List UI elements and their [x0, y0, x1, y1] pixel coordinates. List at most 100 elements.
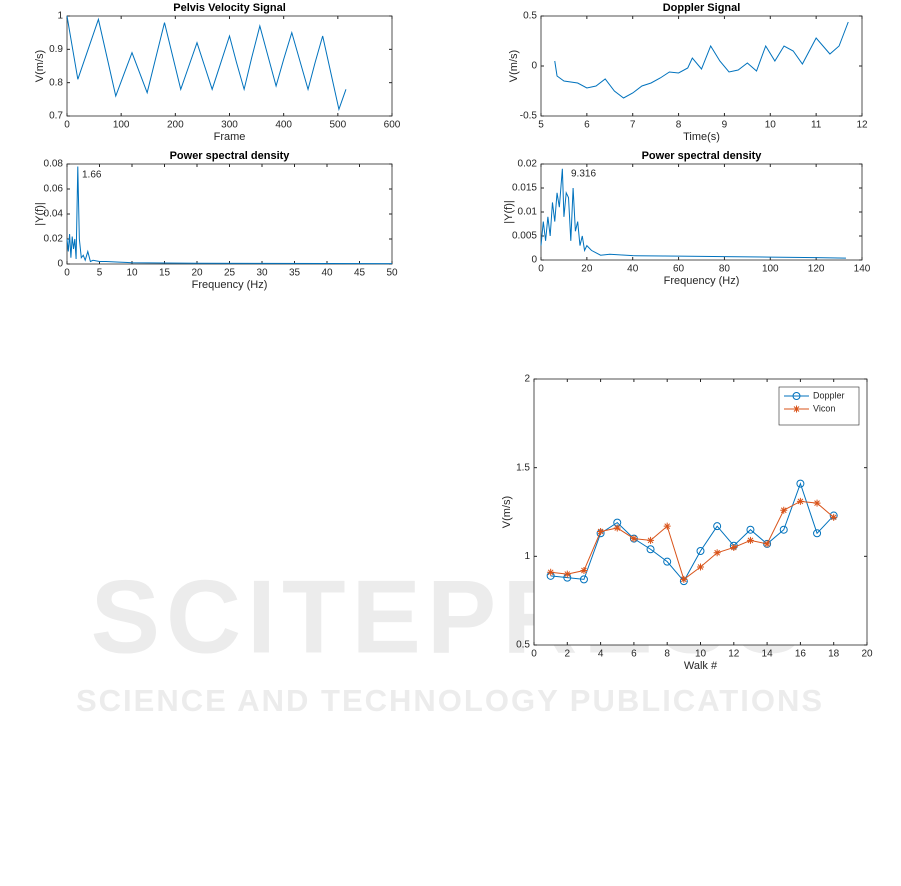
x-axis-label: Frame	[214, 131, 246, 143]
x-tick-label: 8	[664, 649, 670, 660]
x-tick-label: 20	[861, 649, 873, 660]
x-tick-label: 10	[695, 649, 707, 660]
marker	[697, 563, 704, 571]
marker	[796, 479, 805, 488]
x-tick-label: 35	[289, 268, 301, 279]
marker	[597, 528, 605, 536]
x-tick-label: 0	[531, 649, 537, 660]
y-tick-label: 0.5	[523, 11, 537, 22]
plot-frame	[66, 15, 393, 117]
x-tick-label: 50	[386, 268, 398, 279]
x-tick-label: 80	[719, 264, 731, 275]
series-line	[66, 166, 393, 265]
x-tick-label: 11	[811, 120, 822, 131]
marker	[646, 545, 655, 554]
y-axis-label: |Y(f)|	[34, 202, 46, 225]
legend-label: Vicon	[813, 403, 835, 413]
y-tick-label: 0.02	[518, 159, 538, 170]
y-tick-label: 0	[531, 61, 537, 72]
x-tick-label: 15	[159, 268, 171, 279]
legend-label: Doppler	[813, 390, 845, 400]
x-tick-label: 18	[828, 649, 840, 660]
x-tick-label: 7	[630, 120, 636, 131]
x-tick-label: 300	[221, 120, 238, 131]
marker	[696, 547, 705, 556]
x-tick-label: 120	[808, 264, 825, 275]
annotation: 9.316	[571, 169, 596, 180]
y-axis-label: |Y(f)|	[503, 200, 515, 223]
marker	[813, 529, 822, 538]
y-tick-label: 0.02	[44, 234, 64, 245]
x-tick-label: 0	[64, 120, 70, 131]
marker	[563, 570, 571, 578]
marker	[580, 567, 588, 575]
x-tick-label: 60	[673, 264, 685, 275]
marker	[547, 568, 555, 576]
plot-frame	[66, 163, 393, 265]
watermark-subtitle: SCIENCE AND TECHNOLOGY PUBLICATIONS	[76, 683, 824, 718]
x-axis-label: Frequency (Hz)	[192, 279, 268, 291]
marker	[713, 549, 721, 557]
marker	[730, 543, 738, 551]
y-tick-label: 0.9	[49, 44, 63, 55]
x-tick-label: 10	[126, 268, 138, 279]
x-tick-label: 40	[627, 264, 639, 275]
marker	[663, 557, 672, 566]
marker	[613, 524, 621, 532]
y-tick-label: 0.5	[516, 640, 530, 651]
x-tick-label: 400	[275, 120, 292, 131]
x-tick-label: 200	[167, 120, 184, 131]
marker	[680, 575, 688, 583]
y-tick-label: 0.015	[512, 183, 537, 194]
x-tick-label: 8	[676, 120, 682, 131]
marker	[579, 575, 588, 584]
y-tick-label: 0.04	[44, 209, 64, 220]
x-tick-label: 0	[64, 268, 70, 279]
marker	[630, 535, 638, 543]
x-tick-label: 4	[598, 649, 604, 660]
marker	[780, 506, 788, 514]
marker	[713, 522, 722, 531]
y-tick-label: 0.08	[44, 159, 64, 170]
series-line	[540, 168, 846, 259]
y-tick-label: 0	[531, 255, 537, 266]
x-tick-label: 30	[256, 268, 268, 279]
x-tick-label: 500	[329, 120, 346, 131]
marker	[796, 497, 804, 505]
y-tick-label: 0.01	[518, 207, 538, 218]
x-axis-label: Frequency (Hz)	[664, 275, 740, 287]
x-tick-label: 14	[762, 649, 774, 660]
y-tick-label: 1	[524, 551, 530, 562]
x-tick-label: 10	[765, 120, 777, 131]
marker	[746, 525, 755, 534]
x-tick-label: 12	[728, 649, 740, 660]
chart-title: Pelvis Velocity Signal	[173, 2, 286, 14]
marker	[647, 536, 655, 544]
marker	[779, 525, 788, 534]
annotation: 1.66	[82, 170, 102, 181]
y-tick-label: 0.7	[49, 111, 63, 122]
y-tick-label: 1	[57, 11, 63, 22]
x-tick-label: 5	[538, 120, 544, 131]
x-tick-label: 16	[795, 649, 807, 660]
series-line	[554, 21, 849, 99]
y-tick-label: 0.06	[44, 184, 64, 195]
chart-title: Power spectral density	[642, 150, 763, 162]
x-tick-label: 100	[113, 120, 130, 131]
x-tick-label: 40	[321, 268, 333, 279]
chart-title: Power spectral density	[170, 150, 291, 162]
x-tick-label: 20	[581, 264, 593, 275]
legend-box	[778, 386, 860, 426]
legend-marker	[793, 405, 800, 413]
y-axis-label: V(m/s)	[508, 50, 520, 82]
y-tick-label: 2	[524, 374, 530, 385]
plot-frame	[540, 15, 863, 117]
chart-title: Doppler Signal	[663, 2, 741, 14]
y-tick-label: 0.005	[512, 231, 537, 242]
x-tick-label: 0	[538, 264, 544, 275]
y-tick-label: 1.5	[516, 462, 530, 473]
x-axis-label: Time(s)	[683, 131, 720, 143]
x-tick-label: 45	[354, 268, 366, 279]
x-tick-label: 6	[584, 120, 590, 131]
